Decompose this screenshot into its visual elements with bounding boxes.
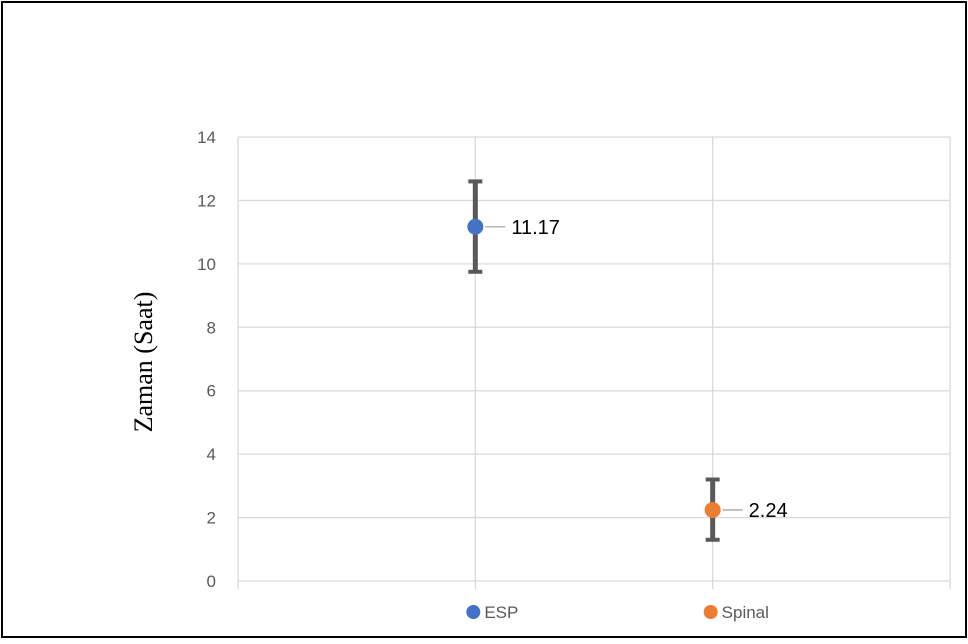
- data-point: [704, 501, 721, 518]
- data-label: 11.17: [511, 217, 560, 239]
- y-tick-label: 4: [207, 445, 216, 464]
- legend-label: ESP: [484, 603, 518, 622]
- data-label: 2.24: [749, 500, 788, 522]
- legend-marker: [703, 605, 718, 619]
- y-tick-label: 6: [207, 382, 216, 401]
- legend-marker: [466, 605, 481, 619]
- data-point: [467, 218, 484, 235]
- y-tick-label: 2: [207, 509, 216, 528]
- legend-label: Spinal: [722, 603, 769, 622]
- legend: ESP Spinal: [466, 603, 769, 622]
- y-tick-label: 10: [197, 255, 216, 274]
- y-tick-label: 14: [197, 128, 216, 147]
- y-axis-title: Zaman (Saat): [129, 292, 158, 433]
- y-tick-label: 0: [207, 572, 216, 591]
- y-tick-label: 8: [207, 318, 216, 337]
- y-tick-label: 12: [197, 191, 216, 210]
